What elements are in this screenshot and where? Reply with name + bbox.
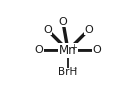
Text: O: O — [43, 25, 52, 35]
Text: O: O — [35, 45, 43, 55]
Text: O: O — [59, 17, 67, 27]
Text: ⁻: ⁻ — [72, 66, 76, 74]
Text: +: + — [70, 43, 77, 52]
Text: Mn: Mn — [59, 44, 77, 57]
Text: O: O — [84, 25, 93, 35]
Text: O: O — [93, 45, 101, 55]
Text: BrH: BrH — [58, 67, 78, 77]
